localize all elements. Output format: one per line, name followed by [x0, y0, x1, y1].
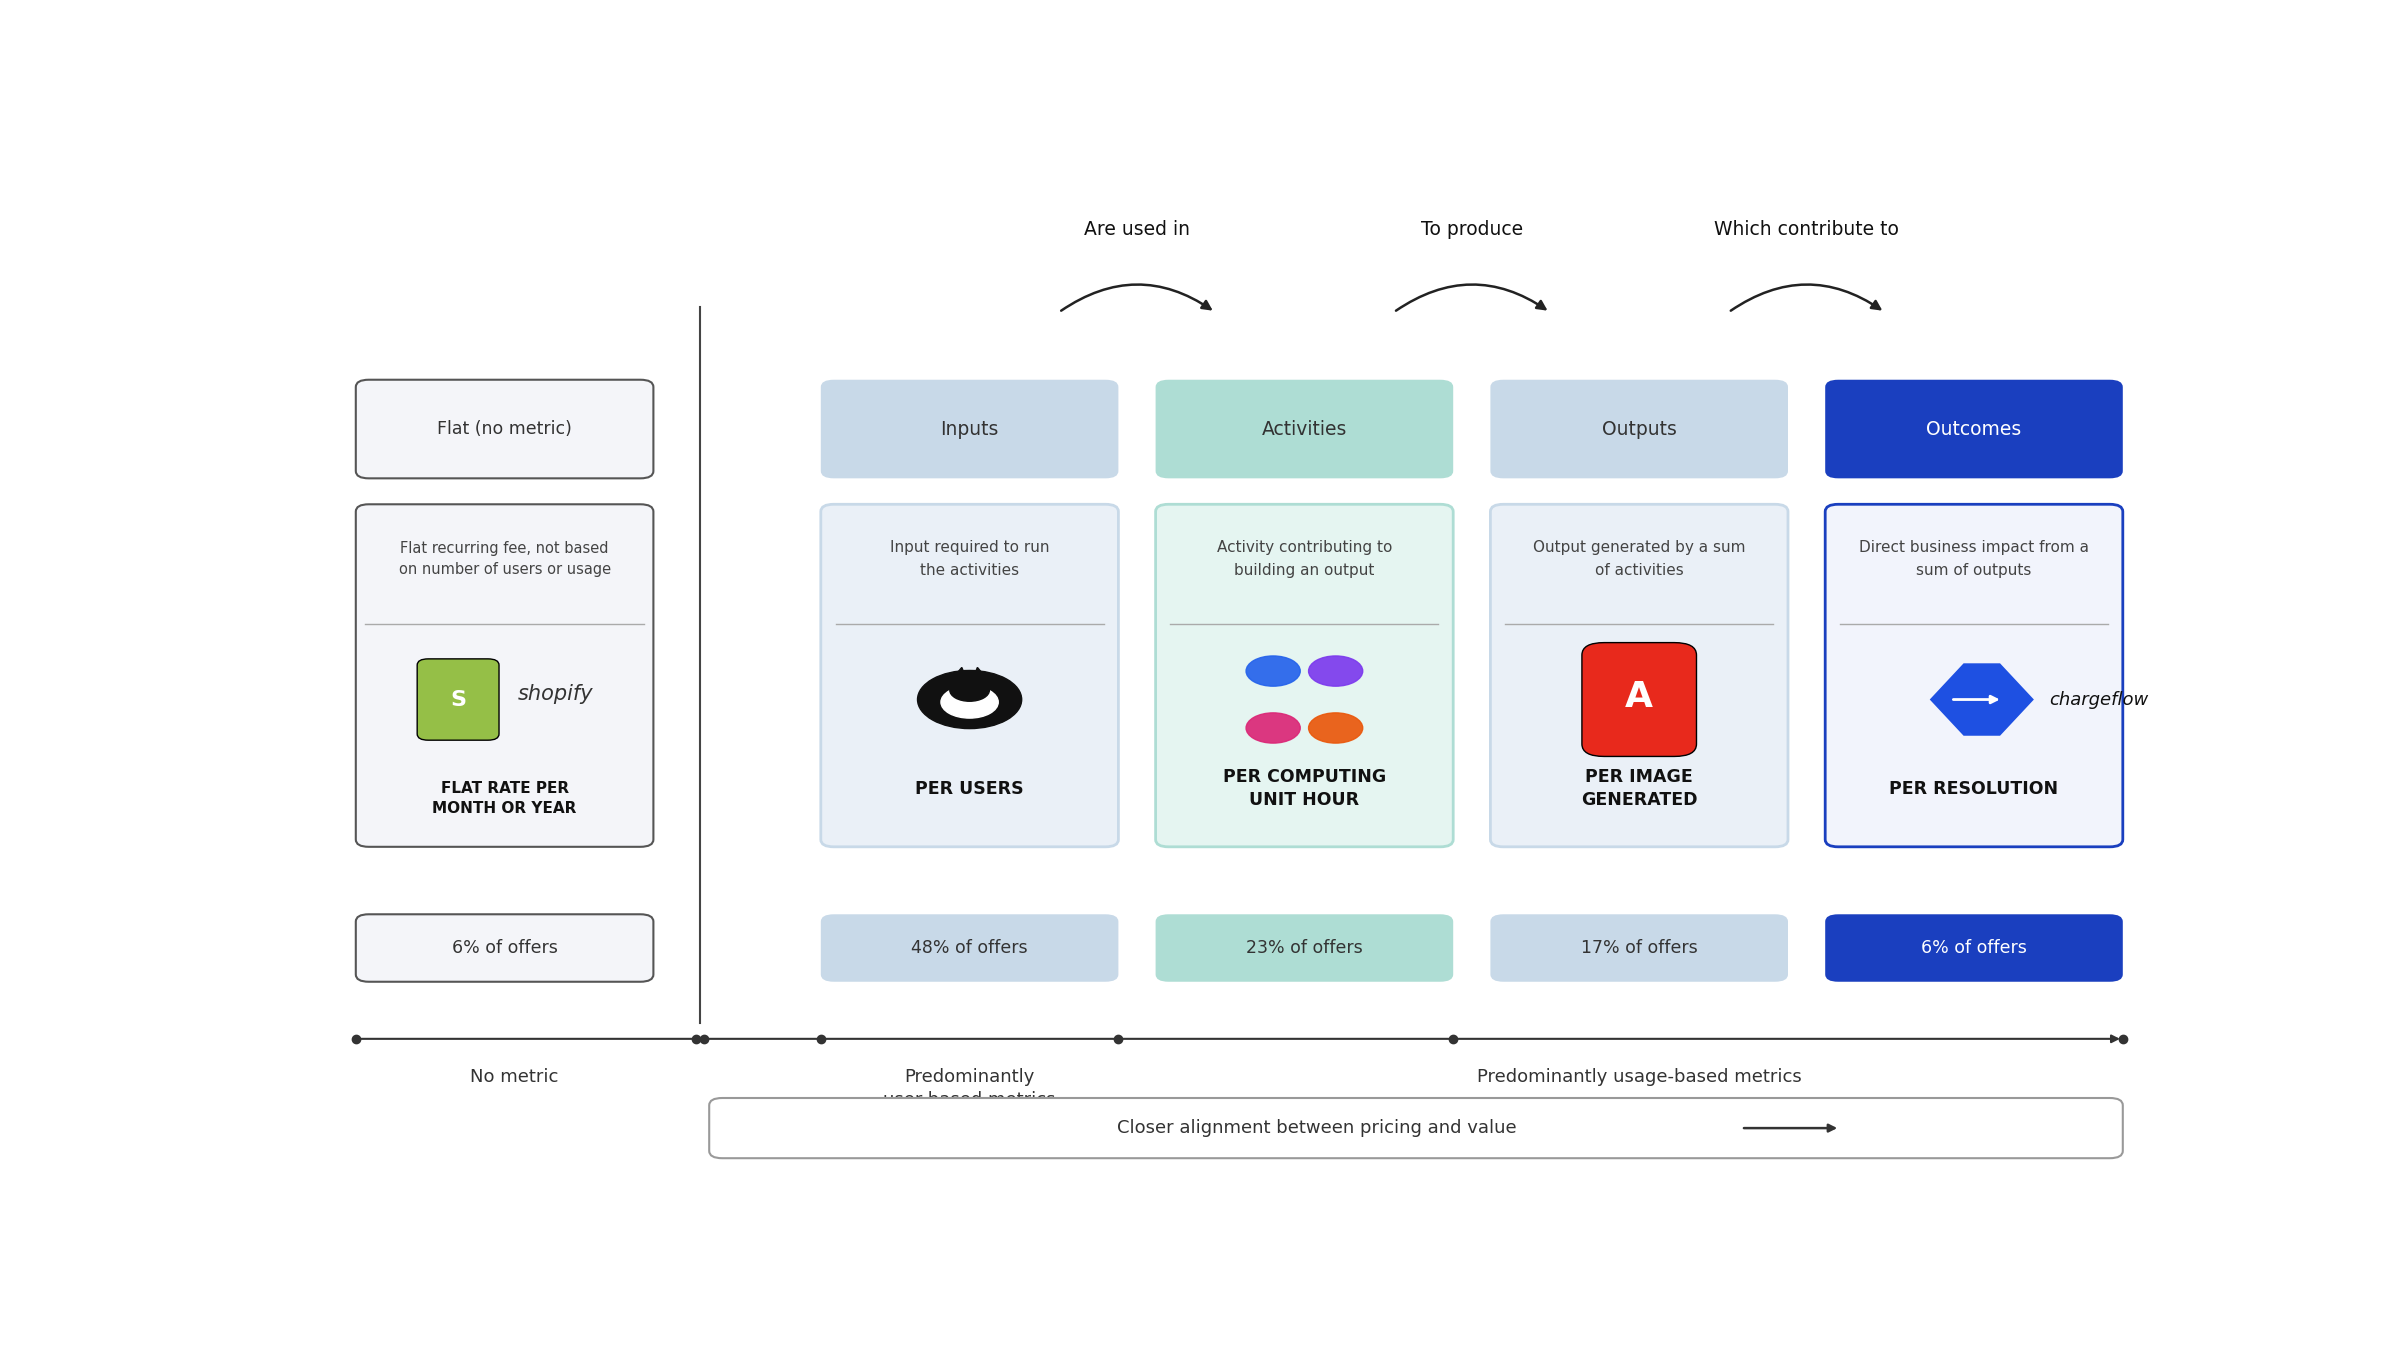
FancyBboxPatch shape [1157, 504, 1454, 847]
FancyBboxPatch shape [710, 1099, 2124, 1158]
FancyBboxPatch shape [821, 504, 1118, 847]
FancyBboxPatch shape [418, 659, 499, 740]
Text: Inputs: Inputs [941, 419, 998, 438]
FancyBboxPatch shape [1826, 380, 2124, 479]
Text: 23% of offers: 23% of offers [1246, 940, 1363, 957]
Text: Closer alignment between pricing and value: Closer alignment between pricing and val… [1118, 1119, 1517, 1138]
FancyBboxPatch shape [1490, 380, 1788, 479]
Circle shape [1246, 656, 1301, 686]
Text: Predominantly
user-based metrics: Predominantly user-based metrics [883, 1068, 1056, 1109]
Circle shape [1308, 656, 1363, 686]
FancyBboxPatch shape [821, 380, 1118, 479]
Text: Outputs: Outputs [1601, 419, 1678, 438]
Text: To produce: To produce [1421, 220, 1524, 239]
Text: Which contribute to: Which contribute to [1714, 220, 1898, 239]
Polygon shape [1930, 663, 2033, 736]
Text: Output generated by a sum
of activities: Output generated by a sum of activities [1534, 541, 1745, 578]
Text: S: S [451, 690, 466, 709]
Text: Outcomes: Outcomes [1927, 419, 2021, 438]
Text: No metric: No metric [470, 1068, 559, 1086]
Circle shape [1246, 713, 1301, 743]
Text: A: A [1625, 679, 1654, 714]
Text: shopify: shopify [518, 685, 593, 705]
Text: PER IMAGE
GENERATED: PER IMAGE GENERATED [1582, 768, 1697, 809]
FancyBboxPatch shape [1826, 914, 2124, 981]
Text: Activity contributing to
building an output: Activity contributing to building an out… [1217, 541, 1392, 578]
FancyBboxPatch shape [1157, 380, 1454, 479]
Text: 17% of offers: 17% of offers [1582, 940, 1697, 957]
FancyBboxPatch shape [355, 380, 653, 479]
Circle shape [941, 686, 998, 718]
FancyBboxPatch shape [1490, 504, 1788, 847]
Text: Are used in: Are used in [1085, 220, 1190, 239]
Text: Input required to run
the activities: Input required to run the activities [890, 541, 1049, 578]
Text: chargeflow: chargeflow [2050, 690, 2148, 709]
Circle shape [950, 679, 989, 701]
FancyBboxPatch shape [1157, 914, 1454, 981]
Circle shape [917, 670, 1022, 728]
FancyBboxPatch shape [1582, 643, 1697, 756]
Text: Direct business impact from a
sum of outputs: Direct business impact from a sum of out… [1860, 541, 2088, 578]
Text: PER USERS: PER USERS [914, 779, 1025, 798]
Polygon shape [972, 667, 989, 679]
Polygon shape [950, 667, 967, 679]
Text: Predominantly usage-based metrics: Predominantly usage-based metrics [1476, 1068, 1802, 1086]
Text: Flat recurring fee, not based
on number of users or usage: Flat recurring fee, not based on number … [398, 541, 610, 577]
Text: 6% of offers: 6% of offers [1920, 940, 2028, 957]
Text: Flat (no metric): Flat (no metric) [437, 421, 571, 438]
FancyBboxPatch shape [355, 504, 653, 847]
Text: 48% of offers: 48% of offers [912, 940, 1027, 957]
FancyBboxPatch shape [1826, 504, 2124, 847]
FancyBboxPatch shape [821, 914, 1118, 981]
Text: PER RESOLUTION: PER RESOLUTION [1889, 779, 2059, 798]
FancyBboxPatch shape [355, 914, 653, 981]
Circle shape [1308, 713, 1363, 743]
Text: 6% of offers: 6% of offers [451, 940, 557, 957]
Text: FLAT RATE PER
MONTH OR YEAR: FLAT RATE PER MONTH OR YEAR [432, 782, 576, 817]
Text: PER COMPUTING
UNIT HOUR: PER COMPUTING UNIT HOUR [1222, 768, 1387, 809]
Text: Activities: Activities [1262, 419, 1346, 438]
FancyBboxPatch shape [1490, 914, 1788, 981]
